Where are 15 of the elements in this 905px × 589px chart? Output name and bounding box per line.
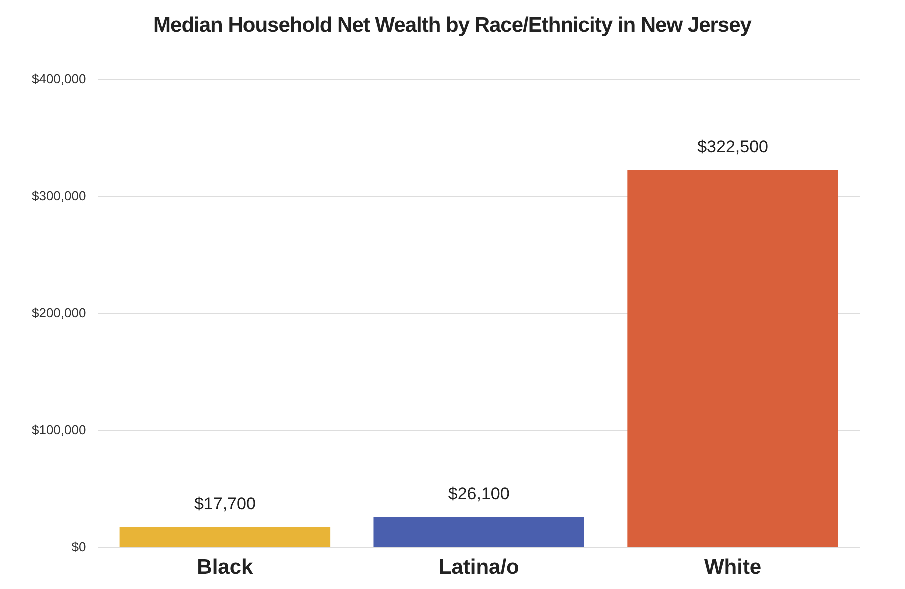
y-tick-label: $400,000	[32, 71, 86, 86]
bar	[120, 527, 331, 548]
data-label: $322,500	[698, 138, 768, 157]
bar	[628, 170, 838, 548]
y-tick-label: $0	[72, 539, 86, 554]
x-tick-label: Black	[197, 556, 254, 580]
data-label: $26,100	[448, 484, 510, 504]
x-tick-label: Latina/o	[438, 556, 520, 580]
y-tick-label: $100,000	[32, 422, 86, 438]
y-tick-label: $300,000	[32, 188, 86, 204]
bar	[374, 517, 584, 548]
data-label: $17,700	[194, 494, 256, 514]
x-tick-label: White	[704, 556, 762, 580]
chart-title: Median Household Net Wealth by Race/Ethnicity in New Jersey	[152, 14, 753, 38]
y-tick-label: $200,000	[32, 305, 86, 320]
